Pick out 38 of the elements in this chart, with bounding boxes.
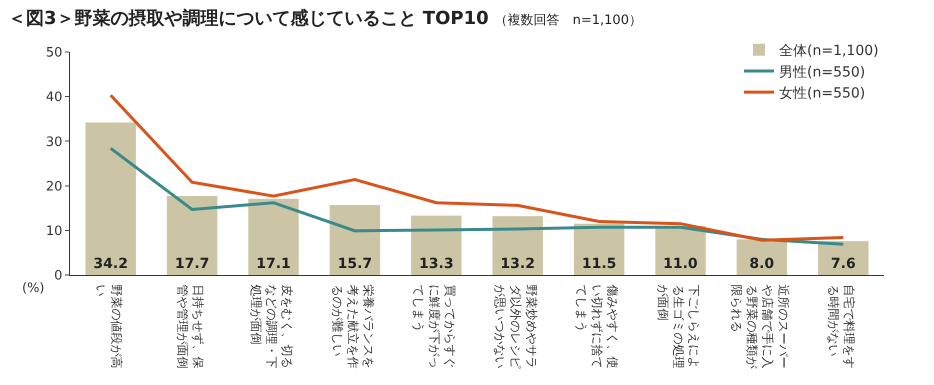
bar — [330, 204, 380, 275]
x-tick-label: 野菜の値段が高い — [94, 284, 124, 368]
y-tick-label: 10 — [46, 224, 62, 239]
data-label: 7.6 — [830, 256, 856, 272]
x-tick-label: 買ってからすぐに鮮度が下がってしまう — [412, 284, 457, 368]
y-tick-label: 40 — [46, 90, 62, 106]
bar — [248, 198, 299, 275]
data-label: 17.7 — [174, 256, 210, 272]
x-tick-label: 日持ちせず、保管や管理が面倒 — [175, 284, 205, 368]
x-tick-label: 下ごしらえによる生ゴミの処理が面倒 — [656, 284, 702, 368]
x-tick-label: 自宅で料理をする時間がない — [826, 284, 856, 368]
x-tick-label: 傷みやすく、使い切れずに捨ててしまう — [574, 283, 620, 368]
bar — [411, 216, 462, 275]
data-label: 13.3 — [419, 256, 454, 272]
x-tick-label: 野菜炒めやサラダ以外のレシピが思いつかない — [493, 284, 538, 368]
data-label: 13.2 — [500, 256, 535, 272]
y-tick-label: 30 — [46, 134, 62, 150]
data-label: 15.7 — [338, 256, 372, 272]
x-tick-label: 近所のスーパーや店舗で手に入る野菜の種類が限られる — [730, 284, 790, 370]
data-label: 11.0 — [663, 256, 698, 272]
y-tick-label: 20 — [46, 179, 62, 194]
line-series — [109, 146, 845, 246]
bar — [166, 196, 218, 275]
bar — [85, 122, 136, 275]
chart-subtitle: （複数回答 n=1,100） — [494, 13, 642, 28]
data-label: 17.1 — [256, 256, 291, 272]
data-label: 8.0 — [749, 256, 774, 272]
chart-title: ＜図3＞野菜の摂取や調理について感じていること TOP10 — [8, 8, 489, 29]
legend-label: 男性(n=550) — [779, 64, 866, 80]
x-tick-label: 栄養バランスを考えた献立を作るのが難しい — [330, 284, 376, 368]
data-label: 34.2 — [93, 256, 128, 272]
y-tick-label: 0 — [54, 268, 62, 284]
legend-label: 全体(n=1,100) — [779, 43, 879, 60]
data-label: 11.5 — [582, 256, 616, 272]
y-tick-label: 50 — [46, 46, 62, 61]
text: (%) — [22, 281, 44, 296]
x-tick-label: 皮をむく、切るなどの調理・下処理が面倒 — [248, 284, 294, 368]
legend-label: 女性(n=550) — [779, 86, 866, 102]
